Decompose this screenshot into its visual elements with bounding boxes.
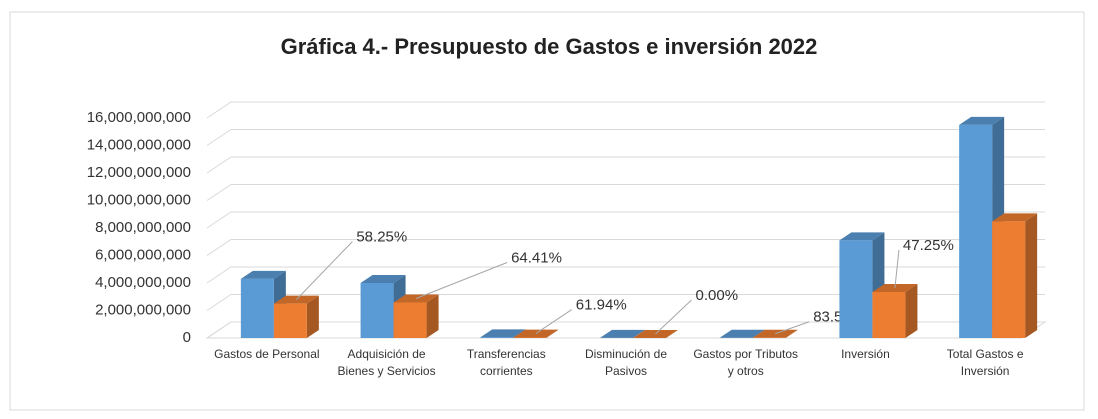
grid-line — [206, 266, 1045, 284]
bar-face — [480, 337, 514, 338]
grid-line — [206, 101, 1045, 119]
bar-face — [959, 124, 993, 338]
leader-line — [655, 299, 692, 335]
bar-face — [992, 213, 1038, 222]
y-tick-label: 14,000,000,000 — [87, 136, 191, 153]
grid-line — [206, 294, 1045, 311]
grid-line — [206, 184, 1045, 201]
grid-line — [206, 211, 1045, 229]
grid-line — [206, 239, 1045, 256]
grid-line — [206, 321, 1045, 339]
bar-face — [480, 329, 526, 338]
bar-face — [240, 278, 274, 338]
bar-face — [426, 294, 439, 338]
bar-face — [872, 291, 906, 338]
y-tick-label: 2,000,000,000 — [95, 301, 191, 318]
bar — [600, 329, 645, 338]
leader-line — [894, 249, 900, 288]
bar-face — [360, 275, 406, 283]
y-tick-label: 8,000,000,000 — [95, 219, 191, 236]
data-label: 61.94% — [576, 297, 627, 314]
bar-face — [546, 329, 559, 338]
bar-face — [600, 329, 645, 338]
bar-face — [785, 329, 798, 338]
grid-line — [206, 156, 1045, 174]
leader-line — [535, 309, 573, 334]
leader-line — [775, 321, 810, 335]
bar-face — [839, 232, 885, 241]
data-label: 0.00% — [696, 287, 739, 304]
bar-face — [992, 221, 1026, 338]
leader-line — [295, 241, 353, 300]
x-tick-label: Inversión — [841, 347, 890, 361]
x-tick-label: Transferencias corrientes — [466, 347, 546, 378]
y-tick-label: 12,000,000,000 — [87, 164, 191, 181]
bar-face — [959, 116, 1005, 125]
y-tick-label: 16,000,000,000 — [87, 109, 191, 126]
y-tick-label: 6,000,000,000 — [95, 246, 191, 263]
y-tick-label: 4,000,000,000 — [95, 274, 191, 291]
grid-line — [206, 129, 1045, 146]
bar — [393, 294, 439, 338]
chart-title: Gráfica 4.- Presupuesto de Gastos e inve… — [281, 34, 818, 59]
bar-face — [273, 303, 307, 338]
bar — [992, 213, 1038, 338]
bar-face — [839, 240, 873, 338]
bar-face — [633, 329, 645, 338]
bar-face — [905, 283, 918, 338]
chart-border — [9, 11, 1085, 411]
x-tick-label: Disminución de Pasivos — [584, 347, 668, 378]
leader-line — [415, 262, 508, 299]
bar-face — [1025, 213, 1038, 338]
data-label: 64.41% — [511, 249, 562, 266]
bar-face — [240, 270, 286, 279]
y-tick-label: 0 — [183, 329, 191, 346]
bar — [872, 283, 918, 338]
bar-face — [719, 329, 765, 338]
x-tick-label: Gastos por Tributos y otros — [693, 347, 799, 378]
bar — [273, 295, 319, 338]
bar-face — [393, 302, 427, 338]
bar-face — [306, 295, 319, 338]
x-tick-label: Gastos de Personal — [214, 347, 320, 361]
x-tick-label: Adquisición de Bienes y Servicios — [337, 347, 436, 378]
data-label: 47.25% — [903, 237, 954, 254]
x-tick-label: Total Gastos e Inversión — [946, 347, 1024, 378]
bar-face — [360, 283, 394, 338]
data-label: 58.25% — [356, 229, 407, 246]
y-tick-label: 10,000,000,000 — [87, 191, 191, 208]
